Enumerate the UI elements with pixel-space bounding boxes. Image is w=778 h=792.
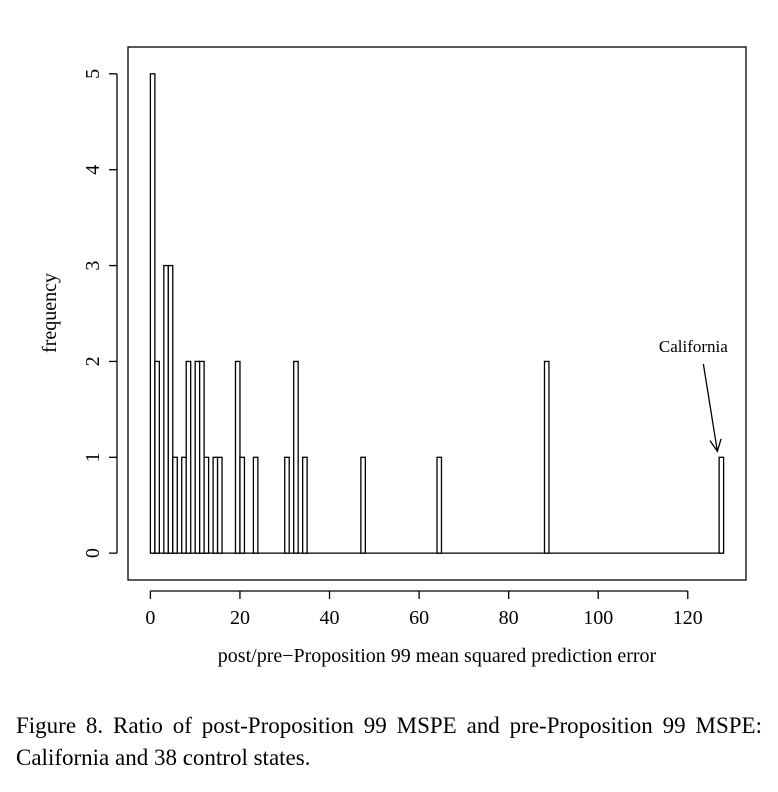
histogram-bar: [293, 360, 299, 554]
x-tick-label: 40: [320, 607, 340, 629]
histogram-bar: [163, 264, 169, 554]
histogram-bar: [185, 360, 192, 554]
histogram-bar: [284, 456, 290, 554]
histogram-bar: [212, 456, 219, 554]
histogram-bar: [252, 456, 259, 554]
histogram-bar: [302, 456, 308, 554]
histogram-bar: [172, 456, 178, 554]
x-tick-label: 20: [230, 607, 250, 629]
annotation-label: California: [659, 337, 728, 356]
x-tick-label: 120: [673, 607, 703, 629]
histogram-bar: [543, 360, 550, 554]
histogram-chart: 0 20 40 60 80 100 120 0 1 2 3 4 5 California post/p…: [39, 46, 747, 667]
histogram-bar: [239, 456, 246, 554]
y-axis-title: frequency: [39, 273, 61, 353]
histogram-bar: [181, 456, 187, 554]
histogram-bar: [149, 73, 156, 554]
histogram-bar: [360, 456, 366, 554]
histogram-bar: [234, 360, 241, 554]
y-tick-label: 5: [82, 69, 104, 79]
plot-frame: [127, 46, 747, 581]
y-tick-label: 3: [82, 261, 104, 271]
histogram-bar: [436, 456, 443, 554]
histogram-bar: [216, 456, 223, 554]
y-tick-label: 4: [82, 165, 104, 175]
y-tick-label: 2: [82, 356, 104, 366]
x-tick-label: 0: [145, 607, 155, 629]
x-tick-label: 80: [499, 607, 519, 629]
y-tick-label: 0: [82, 548, 104, 558]
y-tick-label: 1: [82, 452, 104, 462]
histogram-bar: [718, 456, 725, 554]
x-tick-label: 60: [409, 607, 429, 629]
histogram-bar: [203, 456, 210, 554]
histogram-bar: [154, 360, 160, 554]
histogram-bar: [199, 360, 205, 554]
histogram-bar: [194, 360, 201, 554]
histogram-bar: [167, 264, 174, 554]
figure-caption: Figure 8. Ratio of post-Proposition 99 M…: [16, 713, 762, 770]
annotation-arrow: [702, 363, 719, 452]
x-tick-label: 100: [583, 607, 613, 629]
annotation-arrowhead: [709, 438, 722, 453]
x-axis-title: post/pre−Proposition 99 mean squared pre…: [218, 645, 657, 667]
